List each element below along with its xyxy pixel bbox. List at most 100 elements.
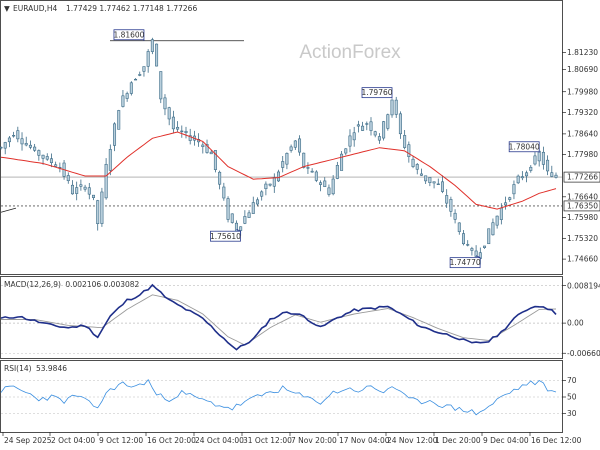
- candle-body: [79, 184, 83, 187]
- candle-body: [331, 178, 335, 195]
- candle-body: [171, 116, 175, 130]
- candle-body: [3, 142, 7, 149]
- candle-body: [504, 202, 508, 206]
- x-tick-label: 24 Nov 12:00: [387, 436, 438, 445]
- candle-body: [461, 233, 465, 245]
- y-tick-label: 1.79320: [567, 108, 598, 117]
- y-tick-label: 1.75320: [567, 234, 598, 243]
- candle-body: [344, 148, 348, 154]
- header-ohlc: 1.77429 1.77462 1.77148 1.77266: [66, 4, 197, 13]
- candle-body: [445, 195, 449, 204]
- candle-body: [92, 194, 96, 198]
- header-collapse-icon[interactable]: ▼: [4, 4, 10, 13]
- candle-body: [327, 187, 331, 195]
- candle-body: [218, 171, 222, 185]
- x-tick-label: 9 Oct 12:00: [99, 436, 143, 445]
- y-tick-label: 1.77980: [567, 150, 598, 159]
- macd-series-label: MACD(12,26,9): [4, 280, 61, 289]
- price-tag-box: [563, 171, 600, 183]
- candle-body: [276, 171, 280, 182]
- candle-body: [167, 107, 171, 120]
- candle-body: [150, 39, 154, 52]
- candle-body: [428, 177, 432, 183]
- candle-body: [298, 138, 302, 153]
- candle-body: [104, 163, 108, 199]
- moving-average-line: [0, 131, 557, 210]
- candle-body: [20, 138, 24, 145]
- candle-body: [356, 124, 360, 127]
- candle-body: [264, 183, 268, 190]
- candle-body: [272, 177, 276, 187]
- macd-tick-label: 0.00: [567, 319, 584, 328]
- macd-panel-frame: [0, 276, 563, 359]
- x-tick-label: 9 Dec 04:00: [483, 436, 529, 445]
- candle-body: [163, 97, 167, 110]
- y-tick-label: 1.74660: [567, 255, 598, 264]
- price-panel-frame: [0, 0, 563, 275]
- price-annotation: 1.81600: [113, 29, 145, 41]
- annotation-label: 1.79760: [362, 88, 393, 97]
- header-symbol: EURAUD,H4: [13, 4, 58, 13]
- candle-body: [7, 137, 11, 143]
- candle-body: [550, 172, 554, 177]
- candle-body: [201, 144, 205, 147]
- candle-body: [348, 135, 352, 147]
- candle-body: [117, 110, 121, 130]
- candle-body: [382, 121, 386, 139]
- annotation-box: [361, 87, 393, 99]
- rsi-series-label: RSI(14): [4, 364, 32, 373]
- candle-body: [70, 184, 74, 195]
- candle-body: [314, 171, 318, 181]
- candle-body: [108, 149, 112, 171]
- candle-body: [411, 158, 415, 167]
- candle-body: [226, 198, 230, 220]
- y-tick-label: 1.76640: [567, 192, 598, 201]
- candle-body: [302, 152, 306, 168]
- candle-body: [546, 159, 550, 172]
- candle-body: [213, 150, 217, 170]
- candle-body: [268, 183, 272, 186]
- candle-body: [285, 153, 289, 165]
- candle-body: [449, 199, 453, 212]
- candle-body: [440, 181, 444, 192]
- candle-body: [457, 222, 461, 232]
- candle-body: [45, 156, 49, 160]
- x-tick-label: 31 Oct 12:00: [243, 436, 292, 445]
- candle-body: [541, 151, 545, 165]
- price-annotation: 1.74770: [449, 255, 481, 269]
- candle-body: [470, 248, 474, 251]
- x-tick-label: 24 Sep 2025: [4, 436, 52, 445]
- candle-body: [121, 95, 125, 107]
- candle-body: [33, 146, 37, 151]
- y-tick-label: 1.75980: [567, 213, 598, 222]
- price-annotation: 1.75610: [210, 228, 241, 242]
- candle-body: [373, 131, 377, 136]
- candle-body: [247, 212, 251, 218]
- candle-body: [386, 114, 390, 129]
- x-tick-label: 2 Oct 04:00: [51, 436, 95, 445]
- candle-body: [16, 130, 20, 140]
- candle-body: [466, 244, 470, 246]
- candle-body: [125, 93, 129, 99]
- macd-line: [0, 283, 557, 351]
- candle-body: [129, 82, 133, 94]
- candle-body: [529, 166, 533, 171]
- candle-body: [24, 143, 28, 146]
- candle-body: [394, 99, 398, 115]
- candle-body: [12, 135, 16, 137]
- candle-body: [377, 136, 381, 141]
- candle-body: [310, 170, 314, 173]
- annotation-box: [210, 230, 241, 242]
- price-annotation: 1.79760: [361, 87, 393, 99]
- candle-body: [146, 51, 150, 67]
- candle-body: [495, 215, 499, 226]
- candle-body: [525, 172, 529, 177]
- annotation-box: [449, 257, 481, 269]
- annotation-leader: [236, 228, 241, 232]
- candle-body: [306, 167, 310, 169]
- candle-body: [134, 78, 138, 81]
- candle-body: [407, 144, 411, 157]
- candle-body: [75, 187, 79, 194]
- candle-body: [432, 181, 436, 184]
- left-trend-stub: [0, 207, 17, 213]
